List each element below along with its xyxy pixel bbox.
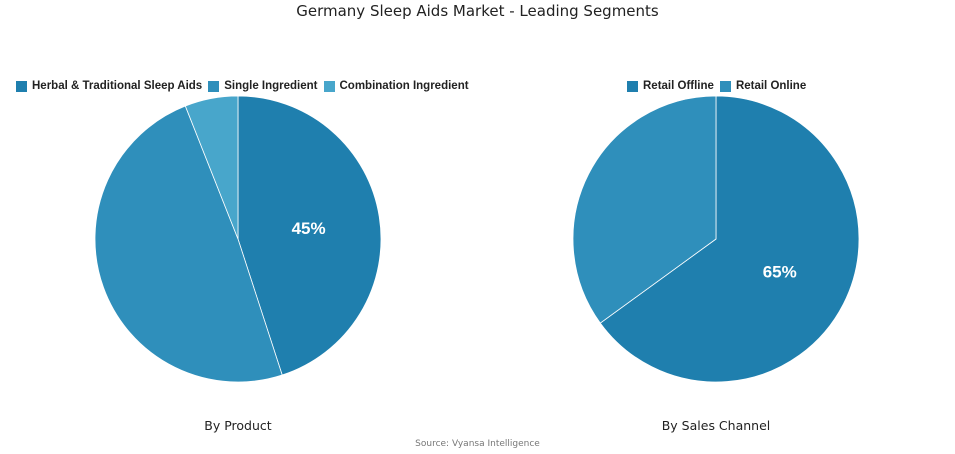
legend-item: Retail Offline bbox=[627, 80, 714, 92]
legend-item: Single Ingredient bbox=[208, 80, 318, 92]
legend-swatch bbox=[627, 80, 638, 92]
data-label: 45% bbox=[292, 219, 326, 238]
source-note: Source: Vyansa Intelligence bbox=[415, 439, 540, 449]
pie-slice-combination-ingredient bbox=[184, 95, 239, 240]
legend-item: Herbal & Traditional Sleep Aids bbox=[16, 80, 202, 92]
legend-label: Single Ingredient bbox=[224, 80, 318, 92]
legend-product: Herbal & Traditional Sleep Aids Single I… bbox=[16, 80, 469, 92]
legend-channel: Retail Offline Retail Online bbox=[627, 80, 806, 92]
legend-item: Retail Online bbox=[719, 80, 807, 92]
data-label: 65% bbox=[763, 262, 797, 281]
chart-title: Germany Sleep Aids Market - Leading Segm… bbox=[296, 2, 659, 20]
legend-label: Retail Offline bbox=[643, 80, 714, 92]
legend-label: Combination Ingredient bbox=[339, 80, 469, 92]
pie-slice-single-ingredient bbox=[94, 105, 283, 383]
pie-slice-herbal-traditional-sleep-aids bbox=[237, 95, 382, 376]
subtitle-channel: By Sales Channel bbox=[661, 418, 771, 433]
legend-swatch bbox=[16, 80, 27, 92]
legend-label: Retail Online bbox=[735, 80, 807, 92]
legend-item: Combination Ingredient bbox=[323, 80, 469, 92]
subtitle-product: By Product bbox=[204, 418, 272, 433]
legend-swatch bbox=[719, 80, 731, 92]
legend-swatch bbox=[208, 80, 220, 92]
pie-slice-retail-offline bbox=[599, 95, 860, 383]
legend-swatch bbox=[323, 80, 335, 92]
legend-label: Herbal & Traditional Sleep Aids bbox=[32, 80, 203, 92]
pie-slice-retail-online bbox=[572, 95, 717, 324]
